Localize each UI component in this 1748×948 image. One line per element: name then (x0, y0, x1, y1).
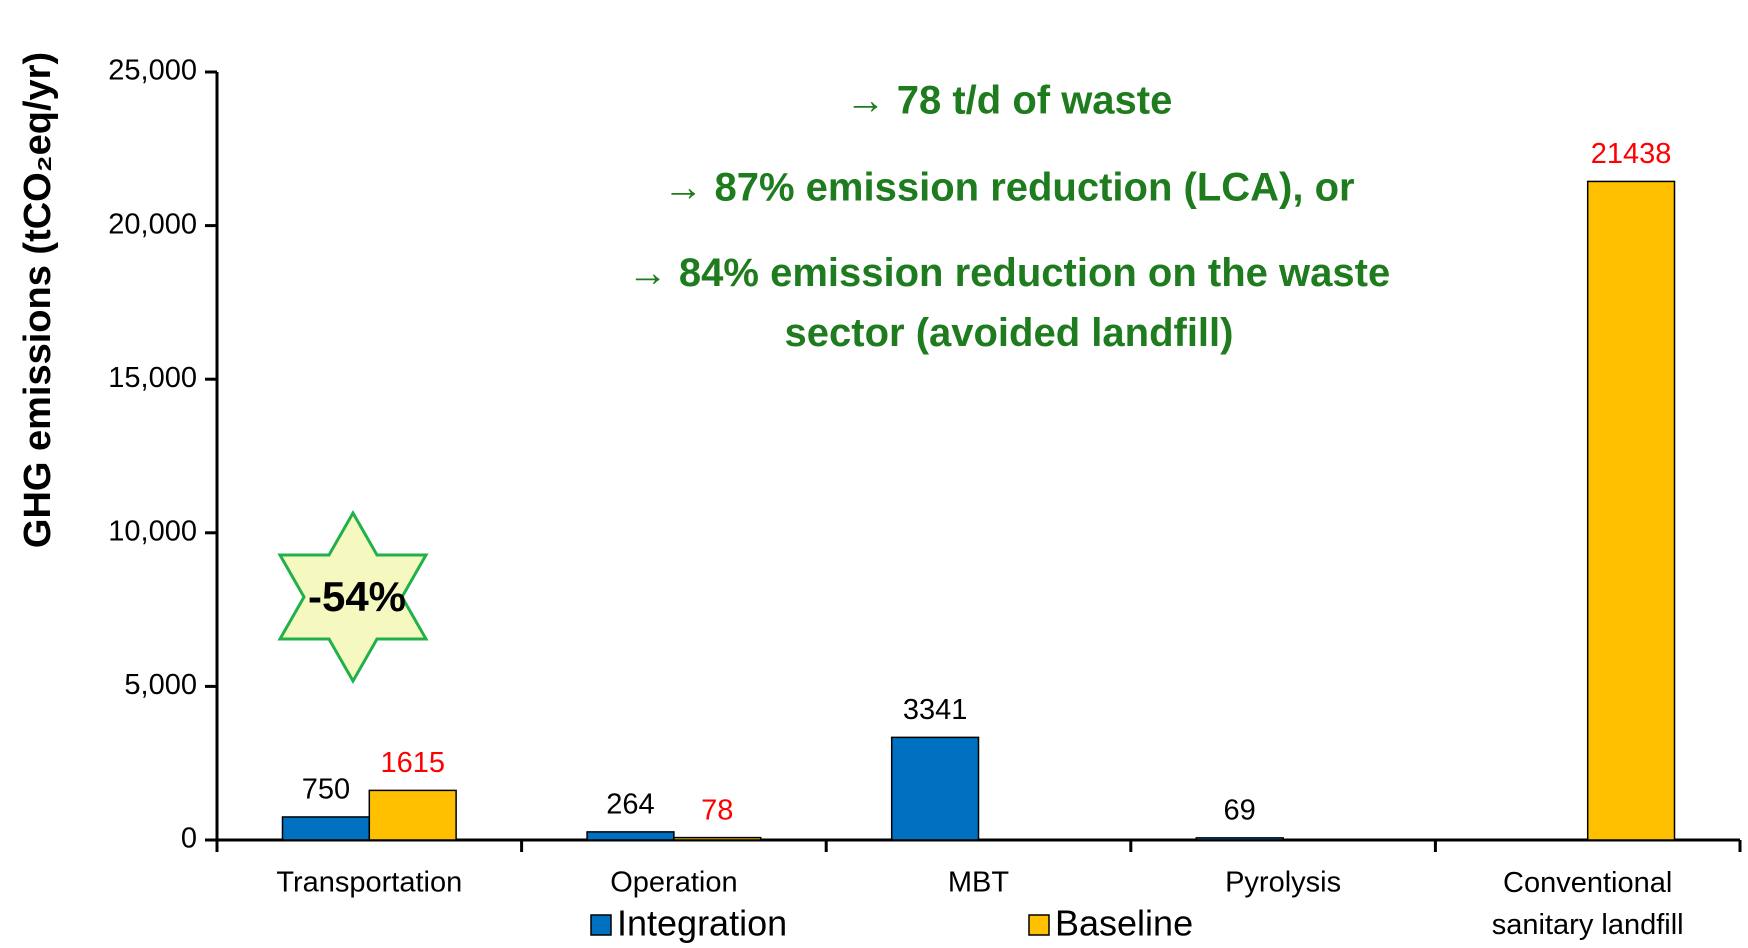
value-label: 3341 (903, 694, 968, 726)
value-label: 78 (701, 794, 733, 826)
x-tick-label: Transportation (276, 867, 462, 899)
legend-label: Baseline (1055, 903, 1193, 944)
value-label: 264 (606, 789, 654, 821)
y-tick-label: 5,000 (124, 669, 197, 701)
bar (281, 816, 371, 841)
bar (673, 836, 762, 841)
legend-label: Integration (617, 903, 787, 944)
y-tick-label: 10,000 (108, 515, 197, 547)
value-label: 69 (1224, 795, 1256, 827)
legend-swatch (1028, 914, 1050, 936)
legend-swatch (590, 914, 612, 936)
bar (1586, 180, 1676, 841)
annotation: → 87% emission reduction (LCA), or (663, 166, 1354, 210)
badge-text: -54% (308, 573, 406, 620)
annotation: → 78 t/d of waste (846, 79, 1173, 123)
y-tick-label: 0 (181, 823, 197, 855)
x-tick-label: Pyrolysis (1225, 867, 1341, 899)
y-tick-label: 25,000 (108, 55, 197, 87)
bar (368, 789, 457, 841)
y-tick-label: 15,000 (108, 362, 197, 394)
value-label: 1615 (380, 747, 445, 779)
bar (890, 736, 980, 841)
y-axis-label: GHG emissions (tCO₂eq/yr) (17, 52, 59, 548)
badge-star (277, 509, 429, 685)
y-tick-label: 20,000 (108, 208, 197, 240)
x-tick-label: MBT (948, 867, 1010, 899)
value-label: 750 (302, 774, 350, 806)
bar (586, 831, 675, 841)
annotation: → 84% emission reduction on the waste sec… (628, 251, 1390, 355)
x-tick-label: Operation (610, 867, 737, 899)
value-label: 21438 (1591, 138, 1672, 170)
bar (1195, 837, 1284, 841)
x-tick-label: Conventional sanitary landfill (1492, 867, 1684, 941)
